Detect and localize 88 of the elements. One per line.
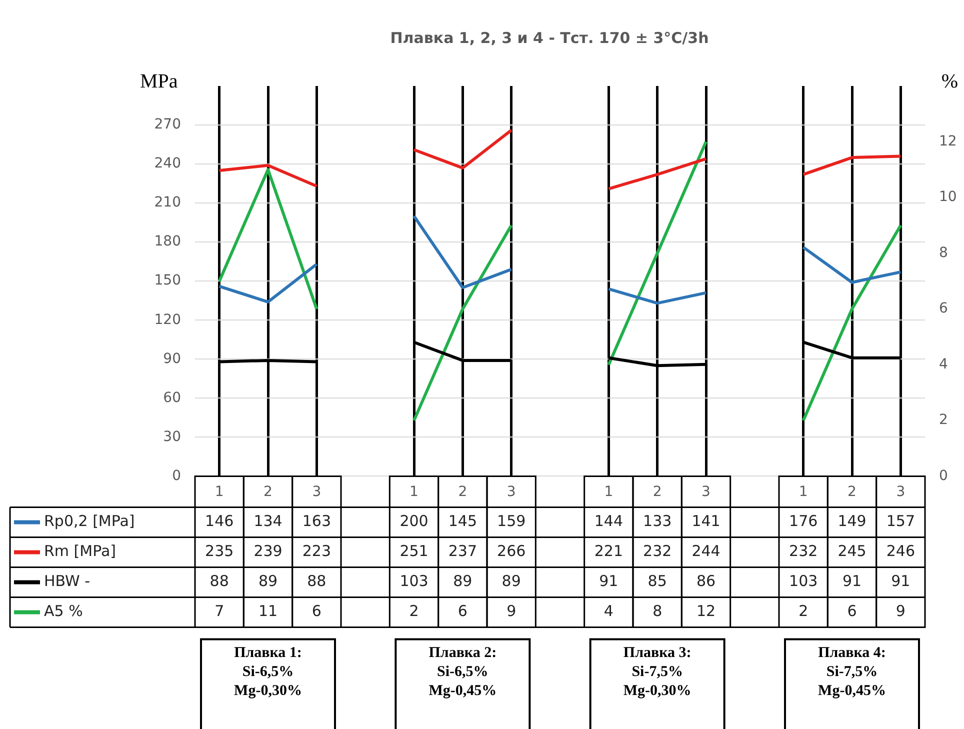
data-label: 146 — [205, 512, 234, 530]
chart-title: Плавка 1, 2, 3 и 4 - Тст. 170 ± 3°C/3h — [390, 28, 709, 47]
y2-tick-label: 4 — [939, 356, 948, 372]
data-label: 176 — [789, 512, 818, 530]
data-label: 6 — [312, 602, 322, 620]
x-tick-label: 3 — [506, 484, 516, 500]
x-tick-label: 1 — [214, 484, 224, 500]
text: Плавка 2: Si-6,5% Mg-0,45% — [428, 645, 497, 700]
y2-tick-label: 2 — [939, 412, 948, 428]
text: Плавка 1: Si-6,5% Mg-0,30% — [234, 645, 302, 700]
x-tick-label: 1 — [604, 484, 614, 500]
data-label: 88 — [307, 572, 326, 590]
data-label: 223 — [302, 542, 331, 560]
x-tick-label: 3 — [312, 484, 322, 500]
data-label: 103 — [400, 572, 428, 590]
legend-label: A5 % — [44, 602, 83, 620]
text: Плавка 4: Si-7,5% Mg-0,45% — [818, 645, 886, 700]
legend-label: Rp0,2 [MPa] — [44, 512, 135, 530]
data-label: 88 — [210, 572, 229, 590]
data-label: 6 — [458, 602, 468, 620]
data-label: 245 — [838, 542, 866, 560]
x-tick-label: 2 — [848, 484, 856, 500]
data-label: 145 — [448, 512, 477, 530]
y-tick-label: 240 — [154, 156, 181, 172]
data-label: 2 — [409, 602, 419, 620]
y-tick-label: 60 — [163, 390, 181, 406]
y2-axis-title: % — [941, 70, 958, 92]
data-label: 144 — [594, 512, 623, 530]
y2-tick-label: 12 — [939, 133, 957, 150]
y-tick-label: 210 — [154, 194, 181, 211]
y-tick-label: 30 — [163, 428, 181, 445]
data-label: 12 — [696, 602, 716, 620]
data-label: 91 — [599, 572, 618, 590]
data-label: 163 — [302, 512, 331, 530]
data-label: 6 — [847, 602, 857, 620]
y-tick-label: 180 — [154, 234, 181, 250]
legend-label: Rm [MPa] — [44, 542, 116, 560]
data-label: 232 — [789, 542, 818, 560]
data-label: 4 — [604, 602, 614, 620]
data-label: 235 — [205, 542, 234, 560]
data-label: 8 — [652, 602, 662, 620]
y2-tick-label: 10 — [939, 189, 957, 206]
data-label: 7 — [214, 602, 224, 620]
y2-tick-label: 8 — [939, 244, 948, 261]
x-tick-label: 1 — [798, 484, 808, 500]
y2-tick-label: 0 — [939, 468, 948, 484]
y-tick-label: 90 — [163, 350, 181, 367]
data-label: 85 — [648, 572, 667, 590]
legend-label: HBW - — [44, 572, 90, 590]
data-label: 2 — [798, 602, 808, 620]
y-axis-title: MPa — [140, 70, 178, 92]
x-tick-label: 3 — [702, 484, 710, 500]
data-label: 200 — [400, 512, 428, 530]
data-label: 134 — [254, 512, 282, 530]
data-label: 133 — [643, 512, 672, 530]
data-label: 103 — [789, 572, 818, 590]
data-label: 221 — [594, 542, 623, 560]
data-label: 89 — [502, 572, 521, 590]
text: Плавка 3: Si-7,5% Mg-0,30% — [623, 645, 692, 700]
y-tick-label: 0 — [172, 468, 181, 484]
x-tick-label: 1 — [410, 484, 418, 500]
y-tick-label: 270 — [154, 116, 181, 133]
data-label: 157 — [886, 512, 915, 530]
y2-tick-label: 6 — [939, 300, 948, 317]
data-label: 266 — [497, 542, 526, 560]
data-label: 9 — [896, 602, 906, 620]
data-label: 91 — [842, 572, 862, 590]
data-label: 89 — [258, 572, 278, 590]
data-label: 237 — [448, 542, 477, 560]
data-label: 89 — [453, 572, 472, 590]
data-label: 141 — [692, 512, 720, 530]
data-label: 11 — [258, 602, 278, 620]
data-label: 239 — [254, 542, 282, 560]
data-label: 246 — [886, 542, 915, 560]
data-label: 159 — [497, 512, 526, 530]
x-tick-label: 2 — [458, 484, 468, 500]
data-label: 91 — [891, 572, 910, 590]
y-tick-label: 150 — [154, 272, 181, 289]
data-label: 9 — [506, 602, 516, 620]
data-label: 149 — [838, 512, 866, 530]
data-label: 244 — [692, 542, 720, 560]
x-tick-label: 2 — [264, 484, 272, 500]
y-tick-label: 120 — [154, 312, 181, 328]
x-tick-label: 3 — [896, 484, 906, 500]
x-tick-label: 2 — [652, 484, 662, 500]
data-label: 251 — [400, 542, 428, 560]
data-label: 232 — [643, 542, 672, 560]
data-label: 86 — [696, 572, 716, 590]
